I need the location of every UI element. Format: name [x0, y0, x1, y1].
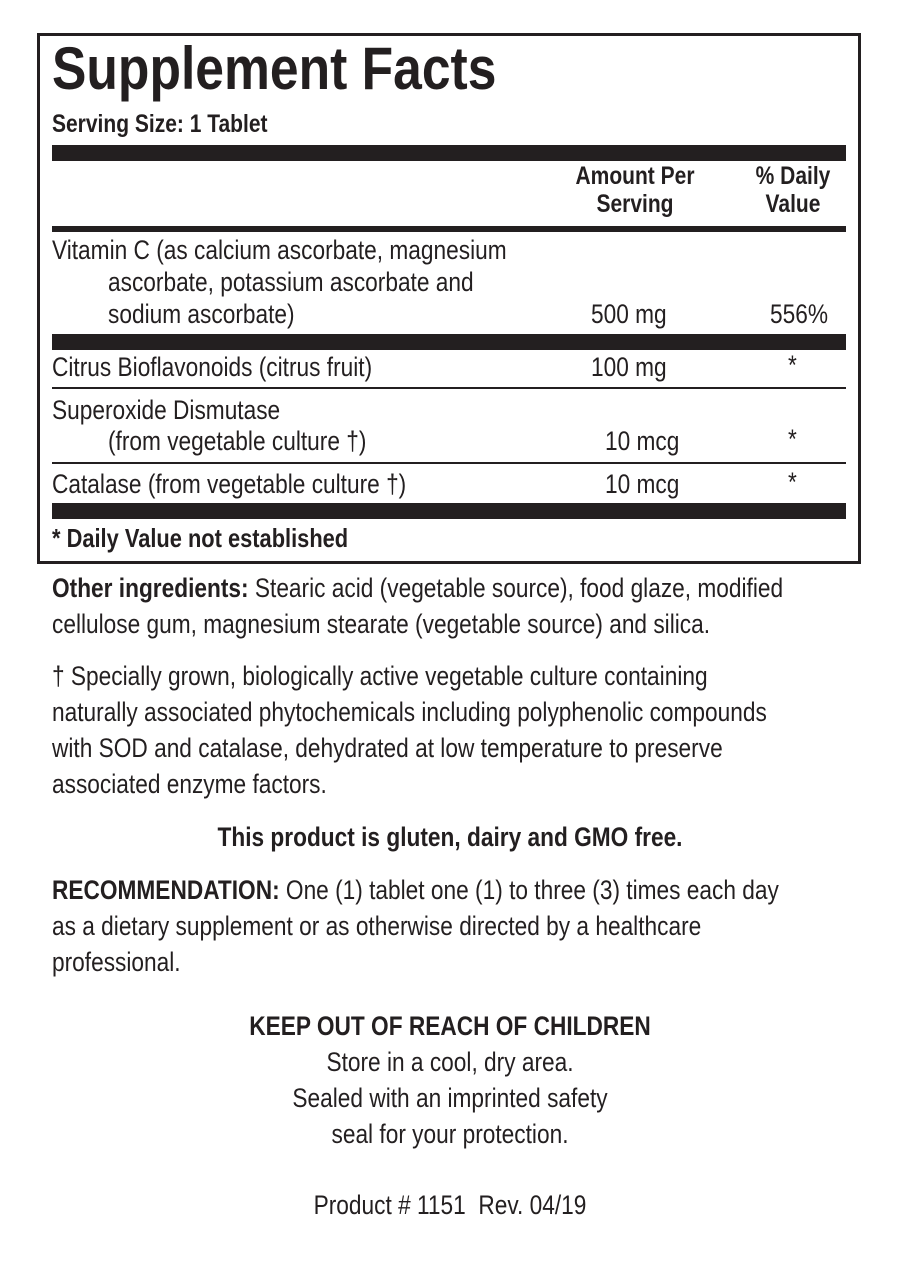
nutrient-name: Vitamin C (as calcium ascorbate, magnesi… [52, 235, 507, 265]
thin-divider [52, 462, 846, 464]
storage-line: Store in a cool, dry area. [326, 1047, 574, 1077]
nutrient-amount: 10 mcg [605, 469, 680, 499]
nutrient-name: Superoxide Dismutase [52, 395, 281, 425]
warning-title: KEEP OUT OF REACH OF CHILDREN [249, 1011, 651, 1041]
free-from-statement: This product is gluten, dairy and GMO fr… [217, 822, 683, 852]
header-amount: Amount Per Serving [575, 162, 695, 218]
nutrient-amount: 10 mcg [605, 426, 680, 456]
serving-size: Serving Size: 1 Tablet [52, 110, 268, 138]
recommendation: RECOMMENDATION: One (1) tablet one (1) t… [52, 875, 779, 905]
nutrient-daily-value: * [788, 350, 797, 380]
nutrient-name: sodium ascorbate) [108, 299, 295, 329]
other-ingredients: Other ingredients: Stearic acid (vegetab… [52, 573, 784, 603]
recommendation-line: as a dietary supplement or as otherwise … [52, 911, 702, 941]
nutrient-amount: 100 mg [591, 352, 667, 382]
medium-divider [52, 226, 846, 232]
nutrient-daily-value: 556% [769, 299, 828, 329]
storage-line: seal for your protection. [331, 1119, 569, 1149]
nutrient-name: ascorbate, potassium ascorbate and [108, 267, 474, 297]
panel-title: Supplement Facts [52, 35, 497, 102]
other-ingredients-line: cellulose gum, magnesium stearate (veget… [52, 609, 711, 639]
thin-divider [52, 387, 846, 389]
recommendation-line: professional. [52, 947, 181, 977]
product-info: Product # 1151 Rev. 04/19 [313, 1190, 587, 1220]
nutrient-name: Catalase (from vegetable culture †) [52, 469, 407, 499]
storage-line: Sealed with an imprinted safety [292, 1083, 608, 1113]
dagger-note-line: † Specially grown, biologically active v… [52, 661, 708, 691]
nutrient-amount: 500 mg [591, 299, 667, 329]
nutrient-name: Citrus Bioflavonoids (citrus fruit) [52, 352, 373, 382]
thick-divider [52, 145, 846, 161]
supplement-facts-panel [37, 33, 861, 564]
nutrient-daily-value: * [788, 467, 797, 497]
dagger-note-line: with SOD and catalase, dehydrated at low… [52, 733, 723, 763]
header-daily-value: % Daily Value [755, 162, 831, 218]
thick-divider [52, 503, 846, 519]
dagger-note-line: associated enzyme factors. [52, 769, 327, 799]
thick-divider [52, 334, 846, 350]
footnote: * Daily Value not established [52, 523, 349, 553]
nutrient-name: (from vegetable culture †) [108, 426, 367, 456]
dagger-note-line: naturally associated phytochemicals incl… [52, 697, 767, 727]
nutrient-daily-value: * [788, 424, 797, 454]
